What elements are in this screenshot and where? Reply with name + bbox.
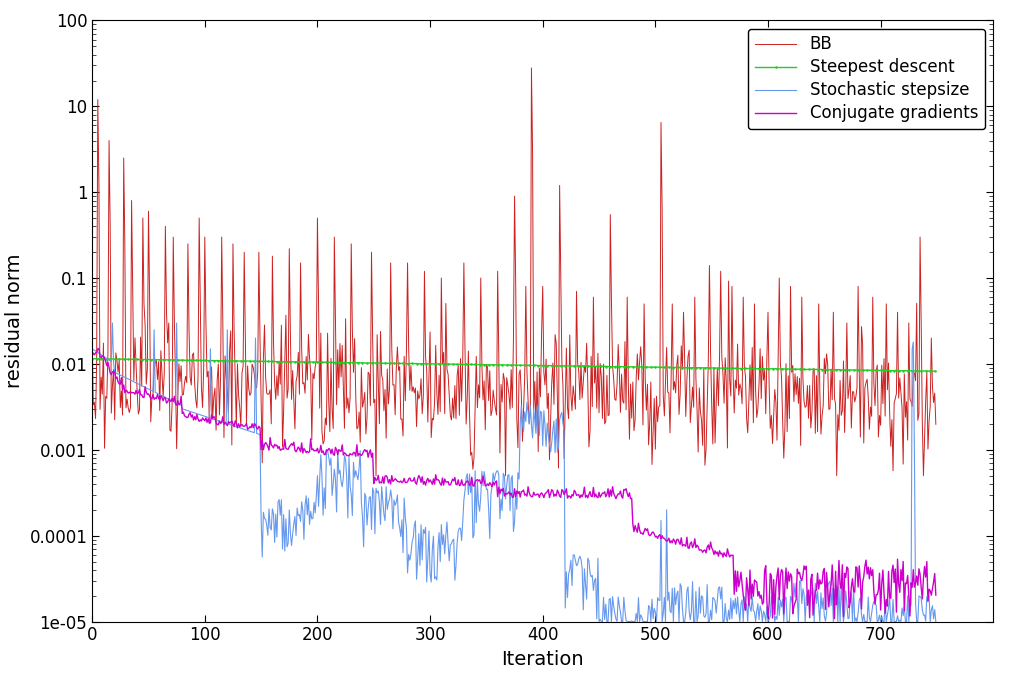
- BB: [582, 379, 594, 387]
- BB: [86, 334, 98, 342]
- BB: [370, 471, 382, 479]
- Stochastic stepsize: [367, 484, 379, 492]
- Conjugate gradients: [625, 494, 637, 503]
- BB: [247, 363, 259, 372]
- Stochastic stepsize: [248, 429, 260, 437]
- Legend: BB, Steepest descent, Stochastic stepsize, Conjugate gradients: BB, Steepest descent, Stochastic stepsiz…: [749, 29, 985, 129]
- Steepest descent: [247, 357, 259, 365]
- BB: [626, 414, 638, 422]
- Steepest descent: [624, 363, 636, 371]
- Conjugate gradients: [248, 419, 260, 428]
- Line: BB: BB: [92, 68, 936, 475]
- Line: Stochastic stepsize: Stochastic stepsize: [92, 323, 936, 622]
- BB: [525, 64, 538, 72]
- Conjugate gradients: [93, 344, 105, 352]
- Conjugate gradients: [755, 591, 767, 599]
- Conjugate gradients: [581, 491, 593, 499]
- Steepest descent: [754, 365, 766, 373]
- Steepest descent: [463, 361, 475, 369]
- Line: Conjugate gradients: Conjugate gradients: [92, 348, 936, 619]
- Stochastic stepsize: [581, 595, 593, 603]
- Stochastic stepsize: [756, 617, 768, 626]
- BB: [930, 420, 942, 428]
- X-axis label: Iteration: Iteration: [502, 650, 584, 669]
- Steepest descent: [930, 367, 942, 376]
- Stochastic stepsize: [930, 617, 942, 626]
- Conjugate gradients: [465, 480, 477, 488]
- Y-axis label: residual norm: residual norm: [5, 254, 24, 388]
- Stochastic stepsize: [86, 345, 98, 353]
- Conjugate gradients: [828, 615, 841, 623]
- Line: Steepest descent: Steepest descent: [91, 358, 937, 372]
- BB: [465, 451, 477, 459]
- BB: [756, 352, 768, 361]
- BB: [366, 248, 378, 256]
- Stochastic stepsize: [465, 488, 477, 497]
- Steepest descent: [366, 359, 378, 367]
- Stochastic stepsize: [626, 617, 638, 625]
- Steepest descent: [580, 362, 592, 370]
- Stochastic stepsize: [106, 319, 119, 327]
- Conjugate gradients: [367, 449, 379, 457]
- Conjugate gradients: [86, 351, 98, 359]
- Stochastic stepsize: [593, 617, 605, 626]
- Conjugate gradients: [930, 591, 942, 599]
- Steepest descent: [86, 354, 98, 363]
